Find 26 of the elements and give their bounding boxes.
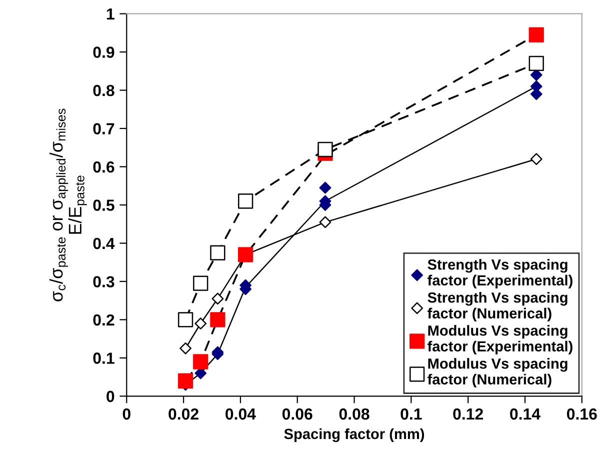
legend-label: Strength Vs spacing factor (Experimental) <box>428 259 572 288</box>
x-tick-label: 0 <box>122 408 130 420</box>
legend-label: Modulus Vs spacing factor (Numerical) <box>428 358 568 388</box>
x-tick-label: 0.06 <box>282 408 312 420</box>
y-tick-label: 0 <box>106 390 114 402</box>
x-tick-label: 0.1 <box>400 408 422 420</box>
y-tick-label: 0.9 <box>93 46 114 58</box>
y-tick-label: 0.7 <box>93 123 114 134</box>
x-tick-label: 0.14 <box>510 408 540 420</box>
y-tick-label: 0.8 <box>93 84 114 96</box>
text: σ$_{c}$/σ$_{paste}$ or σ$_{applied}$/σ$_{mises}$ E/E$_{paste}$ <box>50 108 87 302</box>
x-tick-label: 0.04 <box>226 408 256 420</box>
y-tick-label: 0.3 <box>93 276 114 288</box>
x-tick-label: 0.08 <box>339 408 370 420</box>
y-tick-label: 0.4 <box>93 238 115 250</box>
y-tick-label: 1 <box>106 8 114 20</box>
y-tick-label: 0.1 <box>93 352 114 364</box>
legend-label: Modulus Vs spacing factor (Experimental) <box>428 325 572 354</box>
x-axis-title: Spacing factor (mm) <box>284 428 424 442</box>
x-tick-label: 0.12 <box>453 408 483 420</box>
y-tick-label: 0.5 <box>93 200 114 211</box>
x-tick-label: 0.02 <box>168 408 198 420</box>
x-tick-label: 0.16 <box>566 408 597 420</box>
legend-label: Strength Vs spacing factor (Numerical) <box>428 292 568 322</box>
y-tick-label: 0.6 <box>93 161 114 173</box>
y-tick-label: 0.2 <box>93 314 114 326</box>
